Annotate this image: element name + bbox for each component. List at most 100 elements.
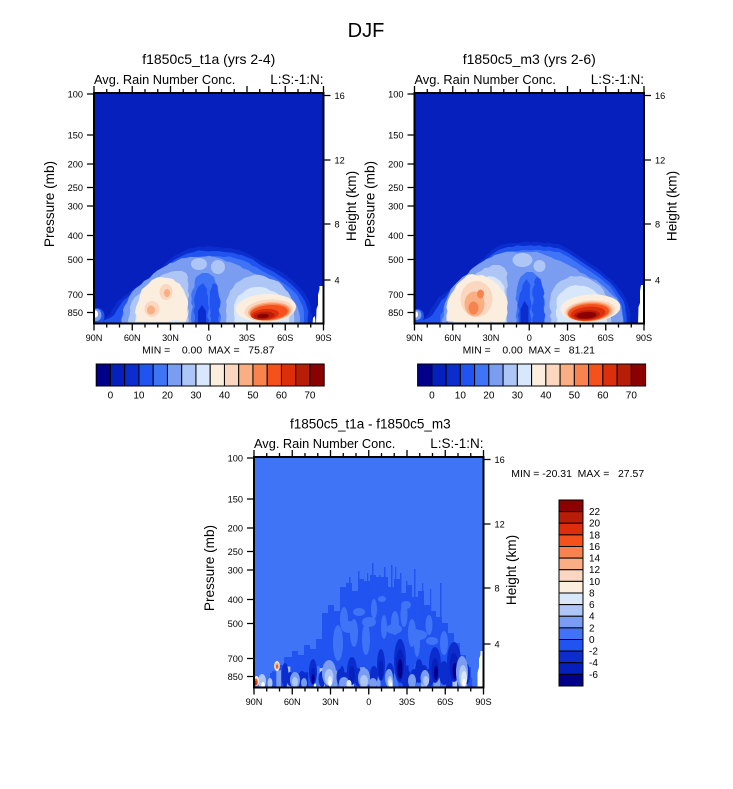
svg-text:250: 250	[228, 547, 243, 557]
svg-text:300: 300	[228, 565, 243, 575]
svg-text:-6: -6	[589, 670, 598, 681]
svg-text:60S: 60S	[437, 697, 453, 707]
svg-text:Pressure (mb): Pressure (mb)	[42, 161, 57, 247]
svg-text:Height (km): Height (km)	[665, 171, 680, 241]
svg-text:0: 0	[206, 333, 211, 343]
svg-text:500: 500	[68, 255, 83, 265]
svg-text:10: 10	[589, 577, 601, 588]
svg-text:0: 0	[108, 391, 114, 402]
svg-text:L:S:-1:N:: L:S:-1:N:	[591, 72, 644, 87]
svg-text:4: 4	[655, 275, 660, 285]
svg-text:16: 16	[589, 542, 601, 553]
svg-text:60S: 60S	[598, 333, 614, 343]
svg-text:L:S:-1:N:: L:S:-1:N:	[430, 436, 483, 451]
svg-text:40: 40	[540, 391, 552, 402]
svg-text:Avg. Rain Number Conc.: Avg. Rain Number Conc.	[254, 436, 395, 451]
svg-text:300: 300	[68, 201, 83, 211]
svg-text:f1850c5_t1a (yrs 2-4): f1850c5_t1a (yrs 2-4)	[142, 51, 275, 67]
svg-text:70: 70	[626, 391, 638, 402]
svg-text:4: 4	[335, 275, 340, 285]
svg-text:16: 16	[335, 91, 345, 101]
svg-text:12: 12	[655, 155, 665, 165]
svg-text:700: 700	[68, 290, 83, 300]
svg-text:22: 22	[589, 507, 601, 518]
svg-text:150: 150	[228, 494, 243, 504]
svg-text:30S: 30S	[399, 697, 415, 707]
svg-text:60: 60	[597, 391, 609, 402]
svg-text:250: 250	[388, 183, 403, 193]
svg-text:60S: 60S	[277, 333, 293, 343]
svg-text:14: 14	[589, 554, 601, 565]
svg-text:MIN = 0.00 MAX = 81.21: MIN = 0.00 MAX = 81.21	[463, 346, 595, 357]
svg-text:0: 0	[527, 333, 532, 343]
svg-text:8: 8	[335, 219, 340, 229]
svg-text:20: 20	[162, 391, 174, 402]
svg-text:90N: 90N	[86, 333, 103, 343]
svg-text:30S: 30S	[239, 333, 255, 343]
svg-text:Avg. Rain Number Conc.: Avg. Rain Number Conc.	[415, 72, 556, 87]
svg-text:150: 150	[68, 130, 83, 140]
svg-text:250: 250	[68, 183, 83, 193]
svg-text:20: 20	[589, 519, 601, 530]
svg-text:60N: 60N	[124, 333, 141, 343]
svg-text:0: 0	[366, 697, 371, 707]
svg-text:100: 100	[388, 89, 403, 99]
svg-text:16: 16	[655, 91, 665, 101]
svg-text:60N: 60N	[444, 333, 461, 343]
svg-text:8: 8	[495, 583, 500, 593]
svg-text:150: 150	[388, 130, 403, 140]
svg-text:MIN = 0.00 MAX = 75.87: MIN = 0.00 MAX = 75.87	[142, 346, 274, 357]
svg-text:12: 12	[335, 155, 345, 165]
svg-text:Pressure (mb): Pressure (mb)	[202, 525, 217, 611]
svg-text:DJF: DJF	[348, 20, 385, 42]
svg-text:Pressure (mb): Pressure (mb)	[363, 161, 378, 247]
svg-text:10: 10	[133, 391, 145, 402]
svg-text:6: 6	[589, 600, 595, 611]
svg-text:850: 850	[68, 308, 83, 318]
svg-text:16: 16	[495, 455, 505, 465]
svg-text:60N: 60N	[284, 697, 301, 707]
svg-text:f1850c5_t1a - f1850c5_m3: f1850c5_t1a - f1850c5_m3	[290, 416, 451, 431]
svg-text:-4: -4	[589, 658, 598, 669]
svg-text:500: 500	[228, 619, 243, 629]
svg-text:30S: 30S	[559, 333, 575, 343]
svg-text:200: 200	[68, 159, 83, 169]
svg-text:Height (km): Height (km)	[504, 535, 519, 605]
svg-text:30: 30	[190, 391, 202, 402]
svg-text:4: 4	[495, 639, 500, 649]
svg-text:Avg. Rain Number Conc.: Avg. Rain Number Conc.	[94, 72, 235, 87]
svg-text:0: 0	[429, 391, 435, 402]
svg-text:L:S:-1:N:: L:S:-1:N:	[270, 72, 323, 87]
svg-text:8: 8	[655, 219, 660, 229]
svg-text:30N: 30N	[483, 333, 500, 343]
svg-text:30: 30	[512, 391, 524, 402]
svg-text:100: 100	[228, 453, 243, 463]
svg-text:70: 70	[304, 391, 316, 402]
svg-text:50: 50	[569, 391, 581, 402]
svg-text:90S: 90S	[315, 333, 331, 343]
svg-text:850: 850	[388, 308, 403, 318]
svg-text:60: 60	[276, 391, 288, 402]
svg-text:12: 12	[589, 565, 601, 576]
svg-text:30N: 30N	[322, 697, 339, 707]
svg-text:850: 850	[228, 672, 243, 682]
svg-text:90S: 90S	[636, 333, 652, 343]
svg-text:700: 700	[388, 290, 403, 300]
svg-text:20: 20	[483, 391, 495, 402]
svg-text:700: 700	[228, 654, 243, 664]
svg-text:MIN = -20.31 MAX = 27.57: MIN = -20.31 MAX = 27.57	[511, 469, 644, 480]
svg-text:2: 2	[589, 623, 595, 634]
svg-text:200: 200	[228, 523, 243, 533]
svg-text:Height (km): Height (km)	[344, 171, 359, 241]
svg-text:18: 18	[589, 530, 601, 541]
svg-text:0: 0	[589, 635, 595, 646]
svg-text:12: 12	[495, 519, 505, 529]
svg-text:f1850c5_m3 (yrs 2-6): f1850c5_m3 (yrs 2-6)	[463, 51, 596, 67]
svg-text:8: 8	[589, 588, 595, 599]
svg-text:500: 500	[388, 255, 403, 265]
svg-text:90S: 90S	[475, 697, 491, 707]
svg-text:50: 50	[247, 391, 259, 402]
svg-text:-2: -2	[589, 647, 598, 658]
svg-text:10: 10	[455, 391, 467, 402]
svg-text:400: 400	[68, 231, 83, 241]
